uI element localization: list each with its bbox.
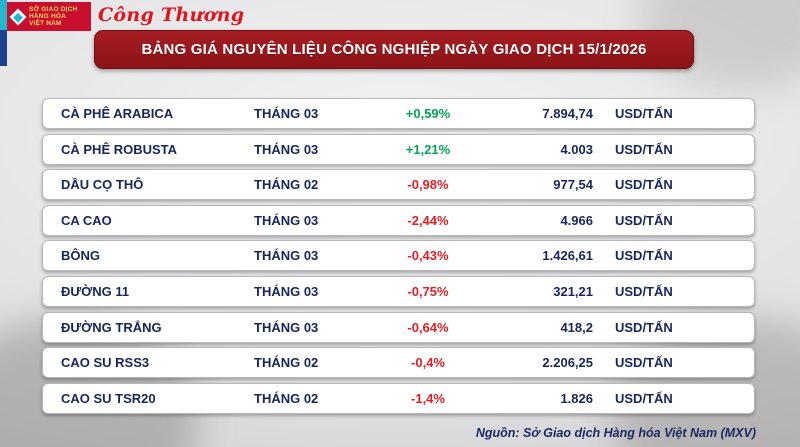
price-row: CA CAO THÁNG 03 -2,44% 4.966 USD/TẤN xyxy=(42,204,755,236)
mxv-logo-line: HÀNG HÓA xyxy=(29,13,66,20)
price-unit: USD/TẤN xyxy=(615,390,673,406)
change-percent: -0,64% xyxy=(407,319,449,335)
price-value: 977,54 xyxy=(553,177,593,193)
price-row: ĐƯỜNG 11 THÁNG 03 -0,75% 321,21 USD/TẤN xyxy=(42,275,755,307)
price-row: ĐƯỜNG TRẮNG THÁNG 03 -0,64% 418,2 USD/TẤ… xyxy=(42,311,755,343)
commodity-name: ĐƯỜNG TRẮNG xyxy=(61,319,162,335)
change-percent: -0,75% xyxy=(407,283,449,299)
price-value: 4.966 xyxy=(560,212,593,228)
commodity-name: CA CAO xyxy=(61,212,112,228)
contract-month: THÁNG 03 xyxy=(254,106,319,121)
price-unit: USD/TẤN xyxy=(615,355,673,371)
price-row: DẦU CỌ THÔ THÁNG 02 -0,98% 977,54 USD/TẤ… xyxy=(42,169,755,201)
contract-month: THÁNG 02 xyxy=(254,177,319,193)
contract-month: THÁNG 03 xyxy=(254,212,319,228)
title-banner: BẢNG GIÁ NGUYÊN LIỆU CÔNG NGHIỆP NGÀY GI… xyxy=(94,30,694,69)
price-rows: CÀ PHÊ ARABICA THÁNG 03 +0,59% 7.894,74 … xyxy=(42,98,755,414)
blue-accent-bar xyxy=(0,30,7,66)
contract-month: THÁNG 02 xyxy=(254,390,319,406)
congthuong-logo: Công Thương xyxy=(98,4,245,26)
price-row: CÀ PHÊ ROBUSTA THÁNG 03 +1,21% 4.003 USD… xyxy=(42,133,755,165)
mxv-diamond-icon xyxy=(9,8,27,25)
price-value: 321,21 xyxy=(553,283,593,299)
price-unit: USD/TẤN xyxy=(615,106,673,121)
mxv-logo-line: VIỆT NAM xyxy=(29,20,62,27)
mxv-logo-line: SỞ GIAO DỊCH xyxy=(29,6,78,13)
contract-month: THÁNG 03 xyxy=(254,319,319,335)
commodity-name: DẦU CỌ THÔ xyxy=(61,177,144,193)
mxv-logo: SỞ GIAO DỊCH HÀNG HÓA VIỆT NAM xyxy=(7,2,91,31)
price-value: 2.206,25 xyxy=(542,355,593,371)
price-unit: USD/TẤN xyxy=(615,141,673,157)
contract-month: THÁNG 02 xyxy=(254,355,319,371)
price-row: CÀ PHÊ ARABICA THÁNG 03 +0,59% 7.894,74 … xyxy=(42,98,755,129)
contract-month: THÁNG 03 xyxy=(254,141,319,157)
source-note: Nguồn: Sở Giao dịch Hàng hóa Việt Nam (M… xyxy=(475,426,756,440)
mxv-diamond-inner-icon xyxy=(13,11,23,22)
price-unit: USD/TẤN xyxy=(615,283,673,299)
change-percent: -1,4% xyxy=(411,390,445,406)
change-percent: +0,59% xyxy=(405,106,451,121)
contract-month: THÁNG 03 xyxy=(254,248,319,264)
change-percent: -0,98% xyxy=(407,177,449,193)
price-unit: USD/TẤN xyxy=(615,177,673,193)
change-percent: -2,44% xyxy=(407,212,449,228)
price-value: 1.426,61 xyxy=(542,248,593,264)
change-percent: -0,4% xyxy=(411,355,445,371)
commodity-name: CÀ PHÊ ARABICA xyxy=(61,106,174,121)
price-unit: USD/TẤN xyxy=(615,319,673,335)
price-value: 418,2 xyxy=(560,319,593,335)
price-row: CAO SU TSR20 THÁNG 02 -1,4% 1.826 USD/TẤ… xyxy=(42,382,755,414)
price-unit: USD/TẤN xyxy=(615,248,673,264)
price-value: 4.003 xyxy=(560,141,593,157)
commodity-name: CAO SU TSR20 xyxy=(61,390,156,406)
left-edge-accent xyxy=(0,0,7,66)
price-value: 1.826 xyxy=(560,390,593,406)
price-value: 7.894,74 xyxy=(542,106,593,121)
commodity-name: CÀ PHÊ ROBUSTA xyxy=(61,141,178,157)
price-row: CAO SU RSS3 THÁNG 02 -0,4% 2.206,25 USD/… xyxy=(42,347,755,379)
change-percent: +1,21% xyxy=(405,141,451,157)
change-percent: -0,43% xyxy=(407,248,449,264)
commodity-name: BÔNG xyxy=(61,248,100,264)
price-unit: USD/TẤN xyxy=(615,212,673,228)
mxv-logo-text: SỞ GIAO DỊCH HÀNG HÓA VIỆT NAM xyxy=(29,6,77,27)
price-row: BÔNG THÁNG 03 -0,43% 1.426,61 USD/TẤN xyxy=(42,240,755,272)
contract-month: THÁNG 03 xyxy=(254,283,319,299)
teal-accent-bar xyxy=(0,0,7,30)
commodity-name: ĐƯỜNG 11 xyxy=(61,283,130,299)
commodity-name: CAO SU RSS3 xyxy=(61,355,150,371)
